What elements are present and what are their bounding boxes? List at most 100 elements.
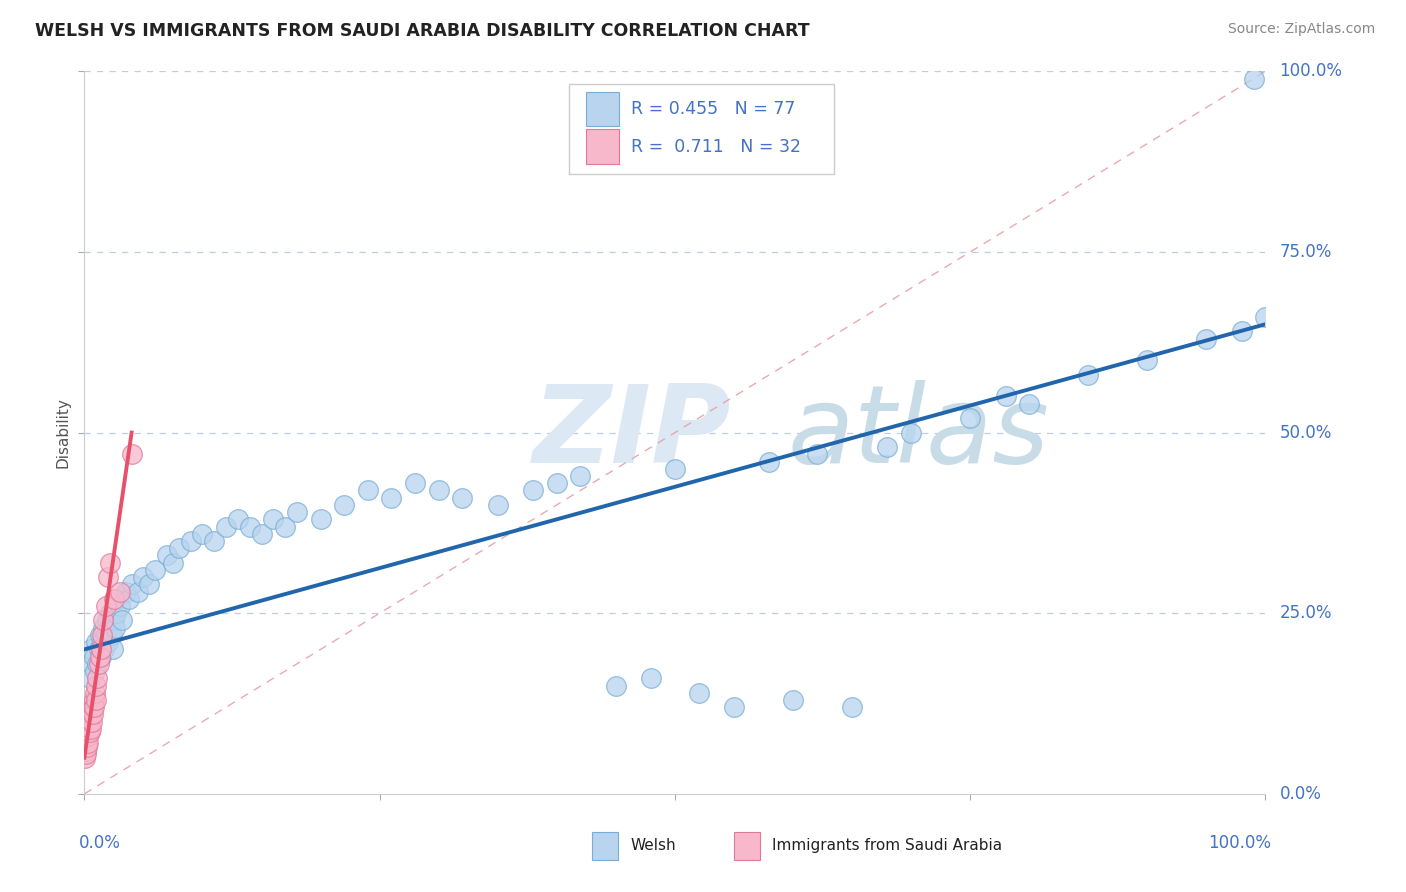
Point [90,642,112,657]
Point [333,498,356,512]
Point [180,533,202,548]
Point [1077,368,1099,382]
Point [86,657,108,671]
Point [108,599,131,613]
Point [156,549,179,563]
Point [605,678,627,692]
Point [121,577,143,591]
Point [103,591,125,606]
Text: 75.0%: 75.0% [1279,243,1331,261]
Point [79,714,101,729]
Point [900,425,922,440]
Text: 0.0%: 0.0% [79,834,121,852]
Point [86,671,108,685]
Text: Source: ZipAtlas.com: Source: ZipAtlas.com [1227,22,1375,37]
Point [100,628,122,642]
Point [101,642,124,657]
Point [127,584,149,599]
Point [640,671,662,685]
Point [77,736,100,750]
Text: 100.0%: 100.0% [1279,62,1343,80]
Text: Immigrants from Saudi Arabia: Immigrants from Saudi Arabia [772,838,1002,854]
Point [84,678,107,692]
Point [380,491,402,505]
Point [82,707,104,722]
FancyBboxPatch shape [734,832,759,860]
Point [77,722,100,736]
Point [250,526,273,541]
Point [77,729,100,743]
Point [89,628,111,642]
Point [427,483,450,498]
Point [91,621,114,635]
Point [162,556,184,570]
Point [876,440,898,454]
Text: 50.0%: 50.0% [1279,424,1331,442]
Point [103,614,125,628]
Point [1230,325,1253,339]
Point [1254,310,1277,324]
Point [76,736,98,750]
Text: ZIP: ZIP [533,380,731,485]
Point [80,642,103,657]
Point [191,526,214,541]
Point [87,657,110,671]
Text: WELSH VS IMMIGRANTS FROM SAUDI ARABIA DISABILITY CORRELATION CHART: WELSH VS IMMIGRANTS FROM SAUDI ARABIA DI… [35,22,810,40]
Point [84,635,107,649]
FancyBboxPatch shape [586,92,620,127]
Point [1243,71,1265,86]
Point [89,649,111,664]
Point [782,693,804,707]
Point [959,411,981,425]
Point [83,693,105,707]
Point [167,541,190,556]
Point [97,570,120,584]
Point [87,642,110,657]
Point [758,454,780,468]
Point [83,700,105,714]
Point [105,607,128,621]
Point [76,739,98,754]
Point [97,635,120,649]
FancyBboxPatch shape [592,832,619,860]
Point [82,700,104,714]
Point [79,671,101,685]
Point [143,563,166,577]
Point [104,621,127,635]
Point [1136,353,1159,368]
Point [1195,332,1218,346]
Point [262,512,284,526]
FancyBboxPatch shape [568,84,834,174]
Y-axis label: Disability: Disability [55,397,70,468]
Point [138,577,160,591]
Point [274,519,297,533]
Point [806,447,828,461]
Text: R = 0.455   N = 77: R = 0.455 N = 77 [631,100,796,118]
Point [96,614,118,628]
Point [79,725,101,739]
Point [84,686,107,700]
Point [723,700,745,714]
Point [114,584,136,599]
Point [451,491,474,505]
Point [94,599,117,613]
Point [215,519,238,533]
Point [132,570,155,584]
Point [688,686,710,700]
Point [1018,397,1040,411]
Point [118,591,141,606]
Point [239,519,262,533]
Point [84,664,107,678]
Point [98,556,121,570]
Point [202,533,225,548]
Point [546,476,568,491]
Point [285,505,308,519]
Point [91,635,114,649]
Text: 100.0%: 100.0% [1208,834,1271,852]
Point [91,628,114,642]
Point [80,707,103,722]
Point [94,628,117,642]
Point [486,498,509,512]
Point [357,483,380,498]
Point [73,751,96,765]
